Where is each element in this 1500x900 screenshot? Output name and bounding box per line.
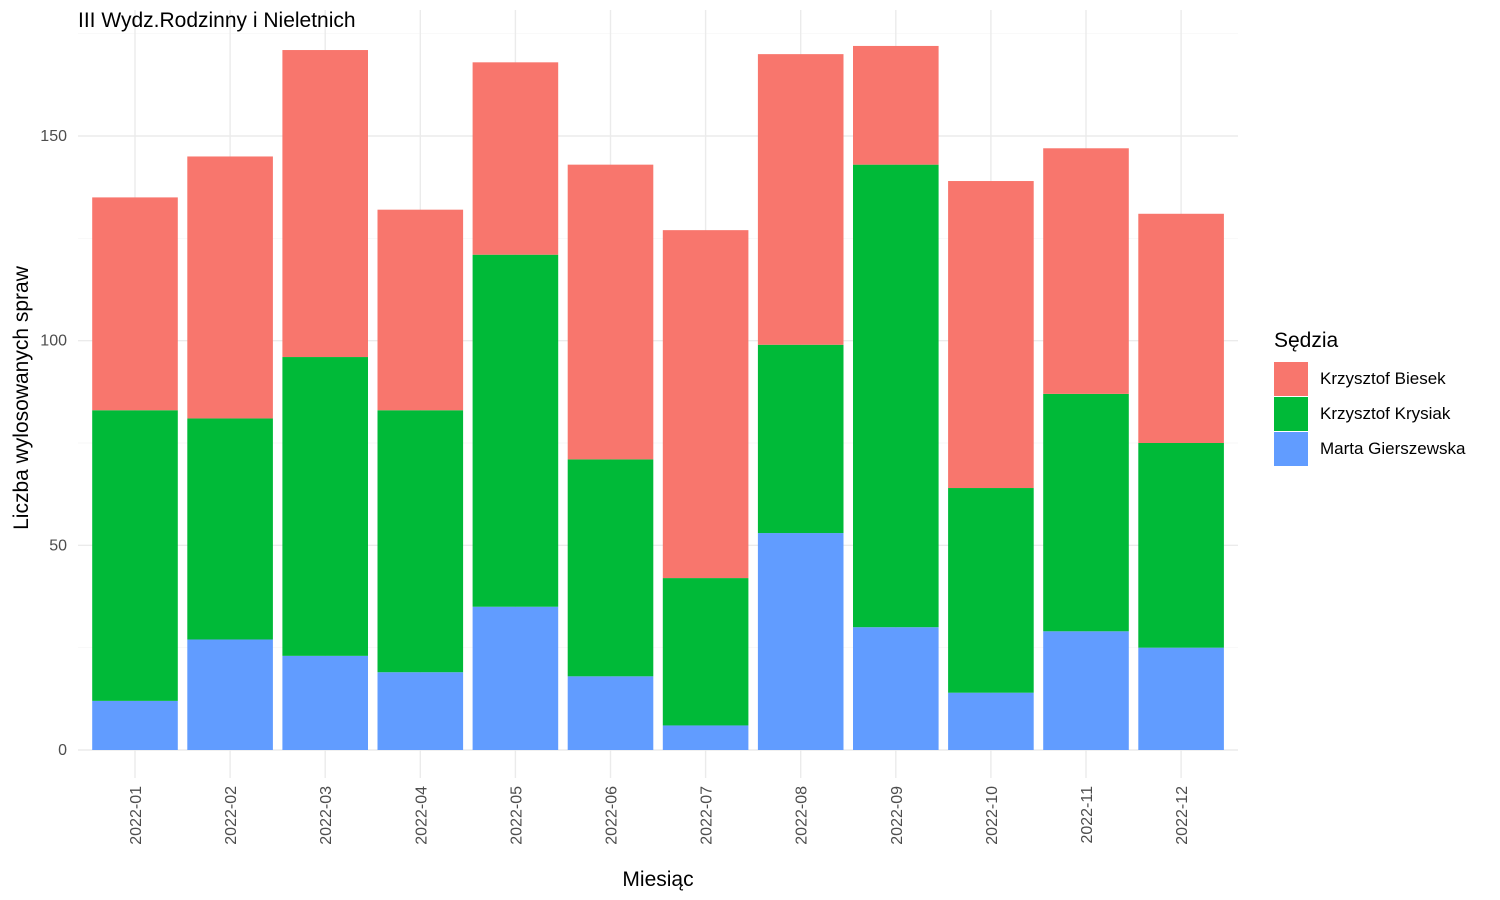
- x-tick-label: 2022-02: [223, 786, 240, 845]
- legend-key-marta-gierszewska: [1274, 432, 1308, 466]
- x-tick-label: 2022-03: [318, 786, 335, 845]
- y-tick-label: 100: [40, 333, 67, 350]
- bar-krzysztof-krysiak-2022-04: [377, 410, 464, 673]
- bar-marta-gierszewska-2022-01: [92, 700, 178, 750]
- bar-krzysztof-biesek-2022-06: [567, 164, 654, 460]
- y-tick-label: 50: [49, 537, 67, 554]
- x-tick-label: 2022-06: [604, 786, 621, 845]
- bar-marta-gierszewska-2022-10: [948, 692, 1034, 750]
- x-tick-label: 2022-04: [413, 786, 430, 845]
- bar-krzysztof-biesek-2022-11: [1043, 148, 1129, 394]
- bar-krzysztof-biesek-2022-08: [757, 54, 844, 345]
- x-tick-label: 2022-07: [699, 786, 716, 845]
- bar-krzysztof-biesek-2022-05: [472, 62, 559, 255]
- bar-marta-gierszewska-2022-08: [757, 533, 844, 750]
- bar-krzysztof-krysiak-2022-01: [92, 410, 178, 701]
- bar-marta-gierszewska-2022-07: [662, 725, 749, 750]
- bar-marta-gierszewska-2022-11: [1043, 631, 1129, 750]
- x-tick-label: 2022-09: [889, 786, 906, 845]
- bar-krzysztof-krysiak-2022-07: [662, 578, 749, 726]
- bars: [92, 45, 1224, 750]
- x-tick-label: 2022-10: [984, 786, 1001, 845]
- bar-marta-gierszewska-2022-03: [282, 655, 368, 750]
- y-axis-ticks: 0 50 100 150: [40, 128, 67, 759]
- x-tick-label: 2022-05: [508, 786, 525, 845]
- bar-krzysztof-biesek-2022-03: [282, 50, 368, 358]
- y-tick-label: 150: [40, 128, 67, 145]
- bar-krzysztof-biesek-2022-02: [187, 156, 273, 419]
- legend-label-krzysztof-krysiak: Krzysztof Krysiak: [1320, 404, 1451, 423]
- x-axis-title: Miesiąc: [622, 868, 693, 891]
- x-tick-label: 2022-12: [1174, 786, 1191, 845]
- bar-krzysztof-krysiak-2022-10: [948, 488, 1034, 693]
- x-tick-label: 2022-08: [794, 786, 811, 845]
- y-tick-label: 0: [58, 742, 67, 759]
- bar-krzysztof-krysiak-2022-02: [187, 418, 273, 640]
- y-axis-title: Liczba wylosowanych spraw: [10, 265, 33, 530]
- bar-krzysztof-krysiak-2022-09: [853, 164, 939, 628]
- legend: Sędzia Krzysztof Biesek Krzysztof Krysiak…: [1274, 329, 1466, 466]
- bar-krzysztof-krysiak-2022-03: [282, 357, 368, 656]
- bar-krzysztof-biesek-2022-09: [853, 45, 939, 165]
- bar-marta-gierszewska-2022-09: [853, 627, 939, 750]
- x-axis-ticks: 2022-01 2022-02 2022-03 2022-04 2022-05 2022-…: [128, 786, 1191, 845]
- x-tick-label: 2022-11: [1079, 786, 1096, 844]
- x-tick-label: 2022-01: [128, 786, 145, 845]
- bar-krzysztof-biesek-2022-10: [948, 181, 1034, 489]
- legend-key-krzysztof-krysiak: [1274, 397, 1308, 431]
- legend-label-krzysztof-biesek: Krzysztof Biesek: [1320, 369, 1446, 388]
- bar-marta-gierszewska-2022-06: [567, 676, 654, 750]
- chart-title: III Wydz.Rodzinny i Nieletnich: [78, 9, 356, 32]
- bar-krzysztof-krysiak-2022-11: [1043, 393, 1129, 632]
- bar-marta-gierszewska-2022-02: [187, 639, 273, 750]
- bar-krzysztof-biesek-2022-07: [662, 230, 749, 579]
- legend-label-marta-gierszewska: Marta Gierszewska: [1320, 439, 1466, 458]
- bar-marta-gierszewska-2022-04: [377, 672, 464, 750]
- bar-marta-gierszewska-2022-05: [472, 606, 559, 750]
- legend-key-krzysztof-biesek: [1274, 362, 1308, 396]
- bar-krzysztof-biesek-2022-12: [1138, 213, 1224, 443]
- bar-krzysztof-krysiak-2022-06: [567, 459, 654, 677]
- bar-krzysztof-krysiak-2022-12: [1138, 443, 1224, 648]
- bar-krzysztof-biesek-2022-04: [377, 209, 464, 411]
- legend-title: Sędzia: [1274, 329, 1339, 352]
- bar-krzysztof-krysiak-2022-08: [757, 344, 844, 534]
- bar-krzysztof-krysiak-2022-05: [472, 254, 559, 607]
- bar-krzysztof-biesek-2022-01: [92, 197, 178, 411]
- bar-marta-gierszewska-2022-12: [1138, 647, 1224, 750]
